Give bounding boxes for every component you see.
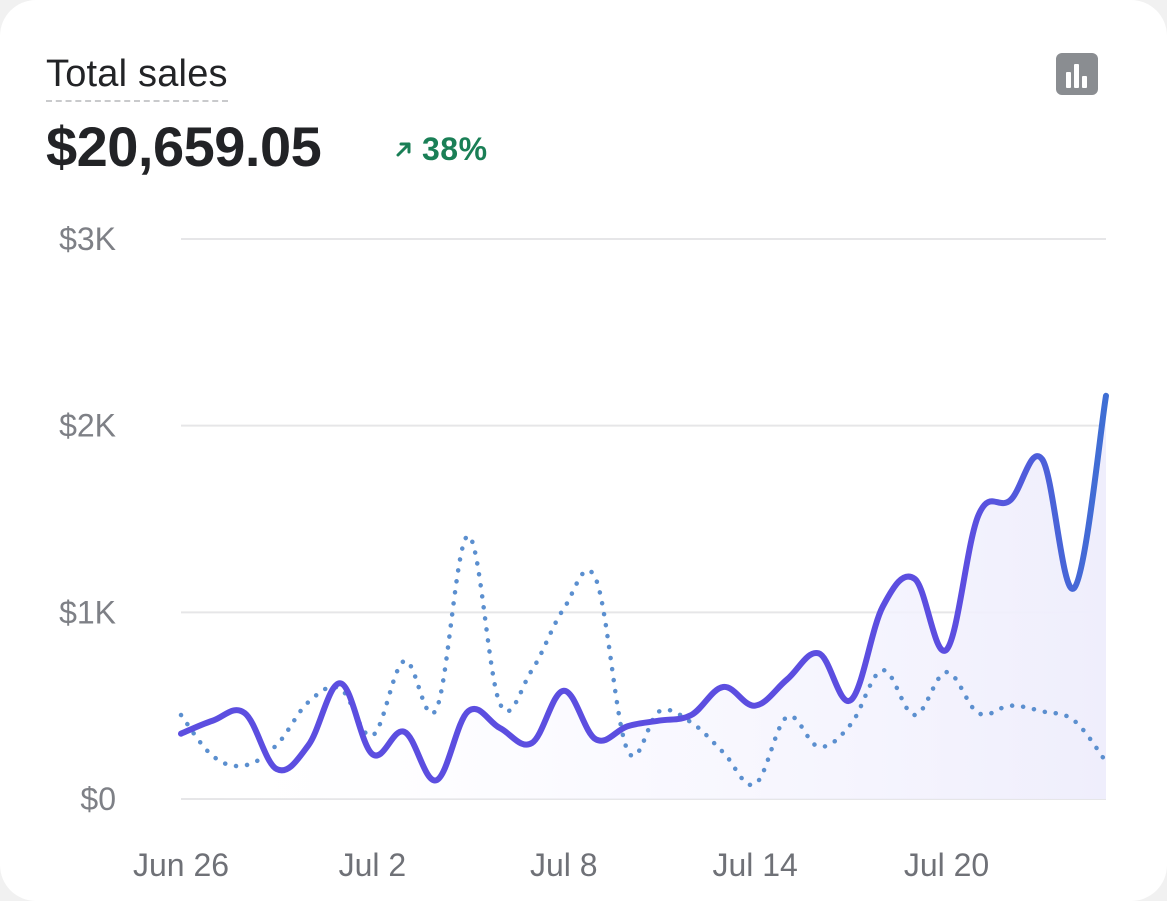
x-tick-label: Jun 26 xyxy=(133,847,229,883)
card-title[interactable]: Total sales xyxy=(46,52,228,102)
delta-value: 38% xyxy=(422,131,488,167)
y-tick-label: $3K xyxy=(59,221,116,257)
current-series-area xyxy=(181,395,1106,799)
x-tick-label: Jul 2 xyxy=(339,847,407,883)
y-tick-label: $2K xyxy=(59,408,116,444)
delta-badge: 38% xyxy=(394,130,488,168)
arrow-up-right-icon xyxy=(396,142,411,157)
x-tick-label: Jul 20 xyxy=(904,847,989,883)
total-sales-value: $20,659.05 xyxy=(46,115,322,178)
x-tick-label: Jul 8 xyxy=(530,847,598,883)
y-tick-label: $0 xyxy=(80,781,116,817)
current-series-line xyxy=(178,392,1109,784)
x-tick-label: Jul 14 xyxy=(712,847,797,883)
y-tick-label: $1K xyxy=(59,594,116,630)
bar-chart-icon[interactable] xyxy=(1056,53,1098,95)
